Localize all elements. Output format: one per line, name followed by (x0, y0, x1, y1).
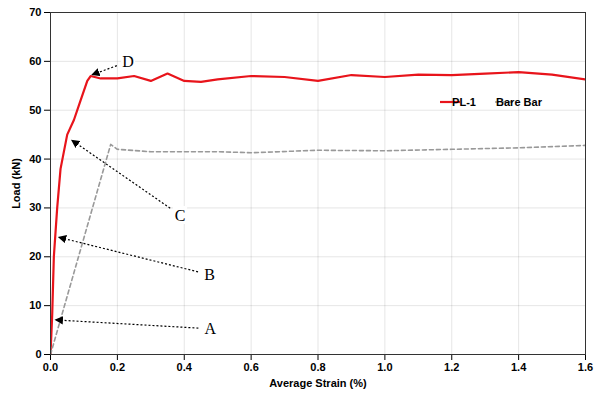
svg-text:Load (kN): Load (kN) (10, 158, 22, 209)
svg-text:10: 10 (29, 299, 41, 311)
svg-text:20: 20 (29, 250, 41, 262)
svg-text:40: 40 (29, 153, 41, 165)
svg-text:50: 50 (29, 104, 41, 116)
svg-text:0.0: 0.0 (43, 361, 58, 373)
svg-text:PL-1: PL-1 (452, 96, 476, 108)
svg-text:B: B (204, 266, 215, 283)
svg-text:Average Strain (%): Average Strain (%) (269, 377, 367, 389)
svg-text:1.4: 1.4 (511, 361, 527, 373)
svg-text:0: 0 (35, 348, 41, 360)
svg-text:C: C (175, 207, 186, 224)
svg-text:1.2: 1.2 (444, 361, 459, 373)
svg-text:60: 60 (29, 55, 41, 67)
svg-text:0.2: 0.2 (110, 361, 125, 373)
svg-text:Bare Bar: Bare Bar (496, 96, 543, 108)
svg-text:D: D (122, 53, 134, 70)
svg-text:30: 30 (29, 201, 41, 213)
svg-text:1.6: 1.6 (578, 361, 593, 373)
svg-text:0.4: 0.4 (177, 361, 193, 373)
svg-text:0.6: 0.6 (243, 361, 258, 373)
svg-text:A: A (205, 320, 217, 337)
svg-text:1.0: 1.0 (377, 361, 392, 373)
svg-text:0.8: 0.8 (310, 361, 325, 373)
svg-text:70: 70 (29, 6, 41, 18)
